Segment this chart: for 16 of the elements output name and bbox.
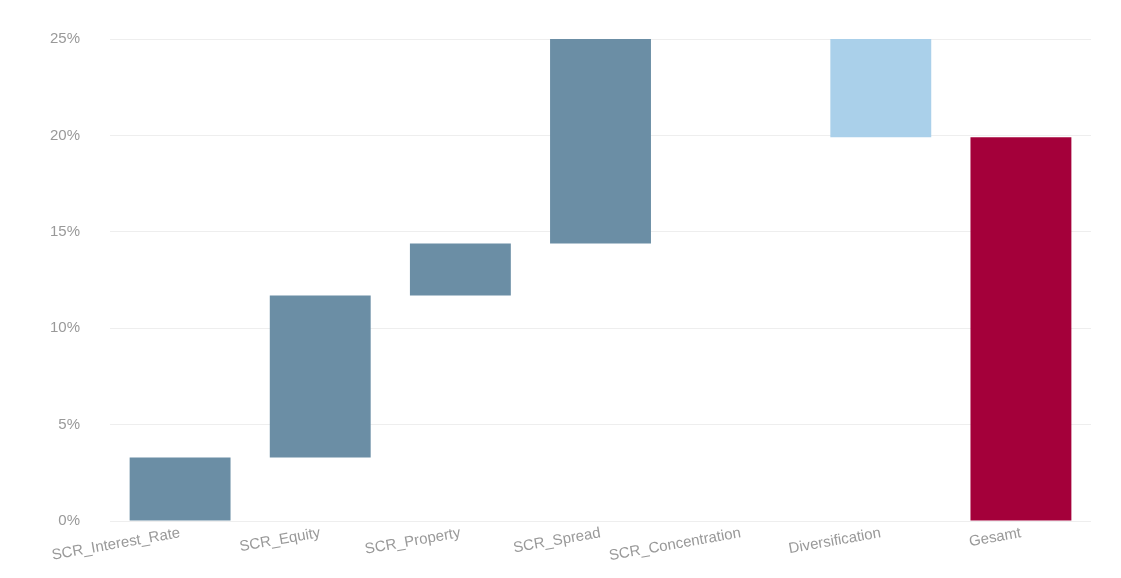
x-tick-label: SCR_Property [363, 523, 463, 557]
bar [409, 243, 511, 296]
x-tick-label: Diversification [787, 523, 883, 557]
y-tick-label: 20% [49, 125, 81, 143]
y-tick-label: 25% [49, 29, 81, 47]
bar [129, 457, 231, 521]
x-tick-label: SCR_Equity [238, 523, 322, 555]
bar [830, 39, 932, 138]
y-tick-label: 10% [49, 318, 81, 336]
y-tick-label: 15% [49, 221, 81, 239]
bar [269, 295, 371, 458]
bar [970, 137, 1072, 521]
bar [550, 39, 651, 244]
y-tick-label: 0% [58, 511, 81, 529]
y-tick-label: 5% [58, 414, 81, 432]
x-tick-label: Gesamt [967, 523, 1023, 550]
